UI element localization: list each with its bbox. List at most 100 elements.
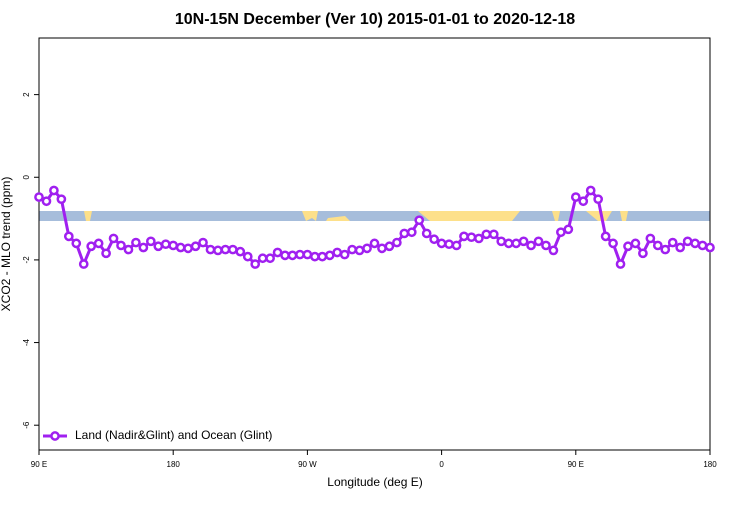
y-tick-label: -4 [22, 338, 31, 346]
data-point [496, 236, 507, 247]
data-point [339, 249, 350, 260]
data-point [511, 238, 522, 249]
data-point [488, 229, 499, 240]
data-point [406, 227, 417, 238]
data-point [481, 229, 492, 240]
series-line [38, 188, 711, 269]
y-tick-label: 2 [22, 92, 31, 97]
data-point [317, 251, 328, 262]
data-point [257, 253, 268, 264]
data-point [272, 247, 283, 258]
data-point [705, 242, 715, 253]
chart-title: 10N-15N December (Ver 10) 2015-01-01 to … [175, 11, 575, 28]
data-point [623, 241, 633, 252]
data-point [556, 227, 566, 238]
land-patch [552, 211, 560, 221]
data-point [503, 238, 514, 249]
x-axis-label: Longitude (deg E) [327, 475, 422, 489]
land-patch [586, 211, 612, 221]
x-tick-label: 180 [167, 460, 181, 469]
data-point [153, 241, 164, 252]
data-point [205, 244, 216, 255]
data-point [123, 244, 134, 255]
data-point [459, 231, 469, 242]
data-point [652, 240, 663, 251]
data-point [585, 185, 596, 196]
land-patch [620, 211, 628, 221]
data-point [466, 232, 477, 243]
data-point [630, 238, 641, 249]
data-point [682, 236, 693, 247]
data-point [86, 241, 97, 252]
data-point [578, 196, 589, 207]
land-patch [418, 211, 520, 221]
data-point [93, 238, 104, 249]
data-point [354, 245, 365, 256]
data-point [287, 250, 298, 261]
data-point [645, 233, 656, 244]
data-point [108, 233, 119, 244]
data-point [570, 192, 581, 202]
legend-label: Land (Nadir&Glint) and Ocean (Glint) [75, 428, 272, 442]
data-point [697, 240, 708, 251]
data-point [608, 238, 618, 249]
data-point [444, 239, 454, 250]
data-point [250, 259, 261, 269]
data-point [414, 215, 425, 226]
data-point [451, 240, 462, 251]
data-point [190, 241, 201, 252]
data-point [332, 247, 343, 258]
data-point [690, 238, 700, 249]
data-point [41, 196, 52, 207]
data-point [600, 231, 611, 242]
data-point [138, 242, 149, 253]
data-point [347, 244, 357, 255]
legend-marker [50, 431, 60, 441]
y-axis-label: XCO2 - MLO trend (ppm) [0, 177, 13, 312]
data-point [63, 231, 74, 242]
data-point [310, 251, 320, 262]
land-ocean-band [39, 211, 710, 221]
land-patch [302, 211, 318, 221]
data-point [280, 250, 290, 261]
data-point [175, 242, 186, 253]
data-point [377, 243, 387, 254]
data-point [116, 240, 126, 251]
data-point [227, 244, 238, 255]
data-point [160, 239, 171, 250]
data-point [235, 246, 246, 257]
x-tick-label: 90 E [568, 460, 584, 469]
data-point [474, 233, 484, 244]
y-tick-label: 0 [22, 174, 31, 179]
data-point [421, 228, 432, 239]
data-point [675, 242, 686, 253]
ocean-band [39, 211, 710, 221]
data-point [183, 243, 193, 254]
data-point [198, 237, 208, 248]
x-tick-label: 90 W [298, 460, 317, 469]
data-point [667, 237, 678, 248]
x-tick-label: 0 [439, 460, 444, 469]
data-point [369, 238, 380, 249]
data-point [302, 249, 313, 260]
data-point [541, 240, 551, 251]
data-point [399, 228, 410, 239]
data-point [392, 237, 402, 248]
data-point [168, 240, 179, 251]
data-point [34, 192, 44, 202]
data-point [533, 236, 544, 247]
data-point [49, 185, 59, 196]
land-patch [326, 216, 350, 221]
data-point [131, 237, 141, 248]
data-point [660, 244, 671, 255]
data-point [436, 238, 447, 249]
land-patch [84, 211, 92, 221]
data-point [213, 245, 223, 256]
data-point [615, 259, 626, 269]
data-point [324, 250, 335, 261]
data-point [101, 248, 111, 259]
data-point [78, 259, 89, 269]
data-point [548, 245, 559, 256]
data-point [71, 238, 82, 249]
